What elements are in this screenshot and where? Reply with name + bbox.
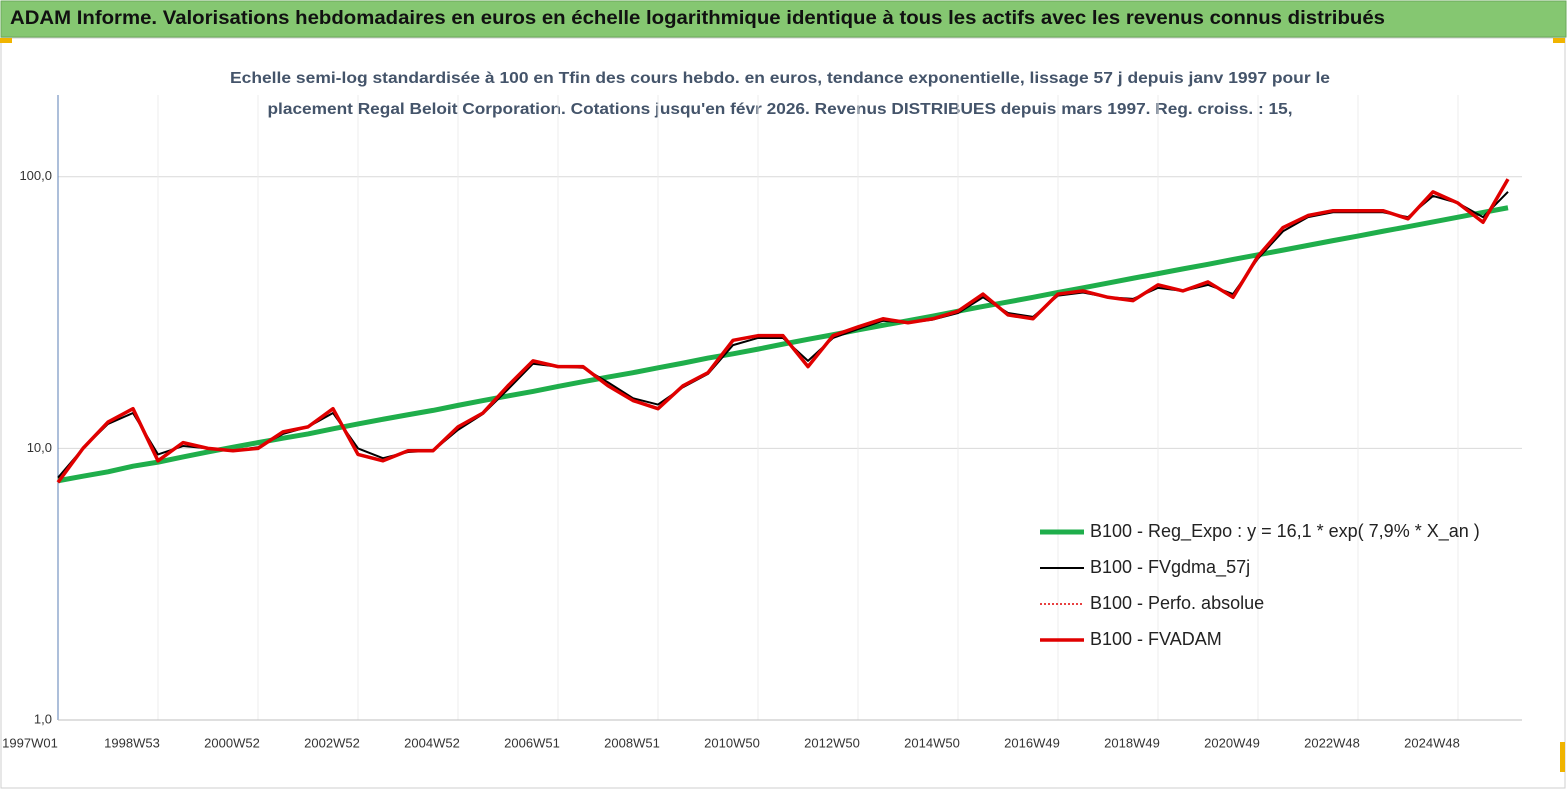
subtitle: Echelle semi-log standardisée à 100 en T… <box>230 70 1330 87</box>
x-tick-label: 2024W48 <box>1404 735 1460 750</box>
corner <box>1553 38 1565 43</box>
x-tick-label: 2022W48 <box>1304 735 1360 750</box>
y-tick-label: 1,0 <box>34 711 52 726</box>
legend-label: B100 - Perfo. absolue <box>1090 593 1264 613</box>
corner <box>1560 742 1565 772</box>
legend-label: B100 - Reg_Expo : y = 16,1 * exp( 7,9% *… <box>1090 521 1480 542</box>
title-banner <box>0 0 1567 38</box>
x-tick-label: 2014W50 <box>904 735 960 750</box>
x-tick-label: 2018W49 <box>1104 735 1160 750</box>
series-line <box>57 205 1509 484</box>
series-line <box>56 178 1510 484</box>
x-tick-label: 2000W52 <box>204 735 260 750</box>
x-tick-label: 2010W50 <box>704 735 760 750</box>
x-tick-label: 2020W49 <box>1204 735 1260 750</box>
legend-label: B100 - FVADAM <box>1090 629 1222 649</box>
x-tick-label: 1997W01 <box>2 735 58 750</box>
x-tick-label: 2002W52 <box>304 735 360 750</box>
subtitle: placement Regal Beloit Corporation. Cota… <box>268 101 1293 118</box>
x-tick-label: 2006W51 <box>504 735 560 750</box>
legend-label: B100 - FVgdma_57j <box>1090 557 1250 578</box>
x-tick-label: 2008W51 <box>604 735 660 750</box>
corner <box>0 38 12 43</box>
y-tick-label: 10,0 <box>27 440 52 455</box>
chart-title: ADAM Informe. Valorisations hebdomadaire… <box>10 8 1385 29</box>
y-tick-label: 100,0 <box>19 168 52 183</box>
x-tick-label: 2016W49 <box>1004 735 1060 750</box>
x-tick-label: 2012W50 <box>804 735 860 750</box>
x-tick-label: 1998W53 <box>104 735 160 750</box>
chart-frame <box>0 37 1566 789</box>
x-tick-label: 2004W52 <box>404 735 460 750</box>
